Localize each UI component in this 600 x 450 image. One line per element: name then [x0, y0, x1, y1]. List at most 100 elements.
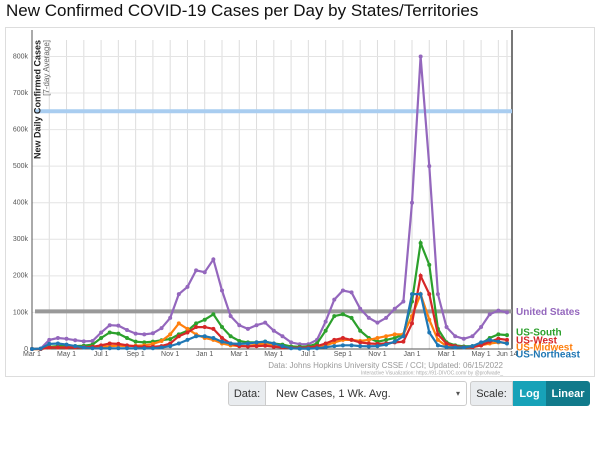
series-point: [176, 321, 181, 326]
series-point: [55, 341, 60, 346]
y-tick-label: 400k: [13, 200, 29, 207]
series-point: [194, 334, 199, 339]
series-point: [384, 315, 389, 320]
select-arrow: ▾: [455, 389, 460, 398]
x-tick-label: Sep 1: [334, 351, 352, 358]
series-point: [168, 332, 173, 337]
series-point: [228, 314, 233, 319]
series-point: [358, 344, 363, 349]
series-point: [125, 346, 129, 351]
series-point: [73, 338, 78, 343]
series-point: [427, 292, 432, 297]
series-point: [444, 345, 449, 350]
series-point: [479, 340, 484, 345]
series-point: [133, 331, 138, 336]
series-point: [254, 344, 259, 349]
x-tick-label: May 1: [264, 351, 283, 358]
y-tick-label: 600k: [13, 126, 29, 133]
series-point: [435, 292, 440, 297]
series-point: [263, 343, 268, 348]
series-point: [245, 326, 250, 331]
series-point: [505, 310, 509, 315]
series-point: [55, 336, 60, 341]
series-point: [505, 337, 509, 342]
series-point: [349, 315, 354, 320]
series-point: [505, 341, 509, 346]
series-point: [107, 323, 112, 328]
series-point: [159, 326, 164, 331]
scale-label: Scale:: [470, 381, 513, 406]
series-point: [453, 334, 458, 339]
series-point: [349, 343, 354, 348]
x-tick-label: Jan 1: [403, 351, 420, 358]
series-point: [289, 340, 294, 345]
series-point: [176, 341, 181, 346]
series-point: [271, 328, 276, 333]
x-tick-label: Mar 1: [23, 351, 41, 358]
log-button[interactable]: Log: [513, 381, 546, 406]
series-point: [107, 330, 112, 335]
series-point: [220, 325, 224, 330]
series-point: [366, 315, 371, 320]
x-tick-label: May 1: [57, 351, 76, 358]
series-point: [38, 346, 43, 351]
x-tick-label: Mar 1: [438, 351, 456, 358]
series-point: [315, 346, 319, 351]
y-axis-subtitle: [7-day Average]: [42, 40, 51, 96]
linear-button[interactable]: Linear: [546, 381, 590, 406]
series-point: [306, 346, 311, 351]
series-point: [220, 339, 224, 344]
x-tick-label: Sep 1: [126, 351, 144, 358]
series-point: [168, 344, 173, 349]
series-point: [263, 339, 268, 344]
series-point: [125, 336, 129, 341]
series-point: [340, 336, 345, 341]
series-point: [107, 346, 112, 351]
series-point: [168, 337, 173, 342]
series-point: [125, 343, 129, 348]
series-point: [418, 54, 423, 59]
series-point: [254, 323, 259, 328]
series-point: [332, 314, 337, 319]
series-point: [496, 339, 501, 344]
series-point: [90, 338, 95, 343]
series-point: [340, 343, 345, 348]
series-point: [202, 334, 207, 339]
series-point: [496, 336, 501, 341]
series-point: [392, 332, 397, 337]
series-point: [202, 325, 207, 330]
series-point: [332, 337, 337, 342]
y-tick-label: 800k: [13, 53, 29, 60]
series-point: [142, 332, 147, 337]
series-point: [427, 262, 432, 267]
series-point: [237, 323, 242, 328]
series-point: [427, 317, 432, 322]
series-point: [384, 342, 389, 347]
series-point: [366, 344, 371, 349]
series-point: [211, 336, 216, 341]
data-select[interactable]: New Cases, 1 Wk. Avg. ▾: [265, 381, 467, 406]
x-tick-label: May 1: [472, 351, 491, 358]
series-point: [280, 344, 285, 349]
series-point: [427, 164, 432, 169]
series-point: [496, 308, 501, 313]
series-label: US-Midwest: [516, 343, 573, 354]
series-point: [81, 339, 86, 344]
series-point: [99, 336, 104, 341]
series-point: [90, 346, 95, 351]
series-point: [185, 337, 190, 342]
series-point: [392, 339, 397, 344]
series-point: [392, 336, 397, 341]
series-point: [64, 342, 69, 347]
series-point: [228, 341, 233, 346]
series-point: [73, 344, 78, 349]
series-point: [142, 340, 147, 345]
x-tick-label: Jul 1: [94, 351, 109, 358]
chart-frame: [5, 27, 595, 377]
data-label: Data:: [228, 381, 266, 406]
series-point: [444, 341, 449, 346]
series-point: [470, 344, 475, 349]
y-tick-label: 0: [24, 346, 28, 353]
series-point: [340, 288, 345, 293]
series-point: [297, 346, 302, 351]
